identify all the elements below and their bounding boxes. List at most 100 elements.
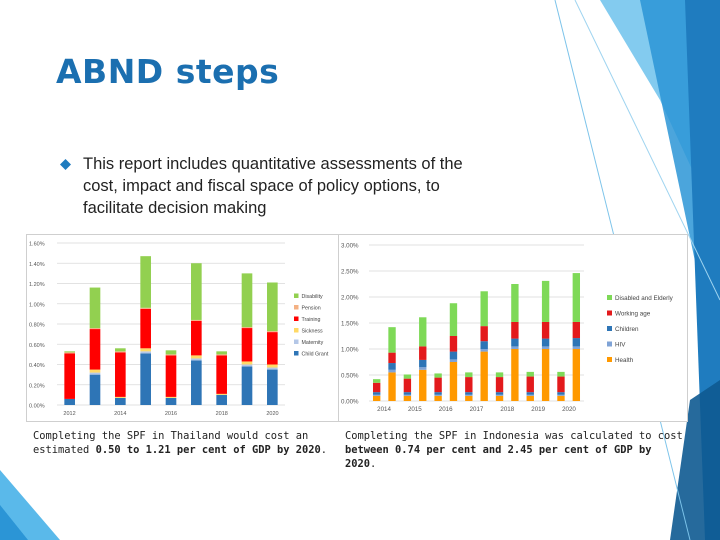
bar-segment [403, 394, 412, 396]
bar-segment [403, 395, 412, 401]
legend-swatch [294, 351, 299, 356]
bar-segment [572, 338, 581, 347]
bar-segment [241, 366, 253, 405]
legend-swatch [294, 328, 299, 333]
y-tick-label: 0.40% [29, 363, 45, 369]
x-tick-label: 2020 [266, 411, 278, 417]
bar-segment [403, 392, 412, 395]
y-tick-label: 2.00% [341, 295, 359, 302]
bar-segment [64, 353, 75, 399]
chart-thailand: 0.00% 0.20% 0.40% 0.60% 0.80% 1.00% 1.20% 1.40%… [26, 234, 340, 422]
bar-segment [191, 358, 202, 361]
bar-segment [403, 378, 412, 393]
bar-segment [372, 379, 381, 383]
chart-indonesia: 0.00% 0.50% 1.00% 1.50% 2.00% 2.50% 3.00% 2014 2… [338, 234, 688, 422]
bar-segment [511, 338, 519, 347]
bar-segment [449, 351, 458, 360]
bar-segment [140, 351, 151, 354]
bar-segment [495, 395, 504, 401]
bar-segment [495, 394, 504, 396]
bar-segment [465, 394, 473, 396]
bar-segment [526, 394, 534, 396]
bar-segment [480, 291, 488, 327]
bar-segment [480, 341, 488, 349]
bar-segment [388, 327, 396, 353]
slide-title: ABND steps [56, 52, 280, 91]
bar-segment [480, 351, 488, 401]
y-tick-label: 1.00% [29, 302, 45, 308]
bar-segment [191, 319, 202, 321]
bar-segment [526, 392, 534, 395]
x-tick-label: 2014 [114, 411, 126, 417]
x-tick-label: 2018 [216, 411, 228, 417]
legend-label: Sickness [302, 329, 324, 335]
caption-indonesia-text: Completing the SPF in Indonesia was calc… [345, 430, 683, 442]
legend-swatch [294, 293, 299, 298]
bar-segment [388, 363, 396, 370]
bar-segment [495, 392, 504, 395]
bar-segment [419, 367, 427, 370]
bar-segment [372, 382, 381, 393]
bar-segment [465, 372, 473, 378]
bar-segment [388, 369, 396, 373]
bar-segment [434, 377, 442, 393]
legend-label: Working age [615, 311, 651, 318]
bar-segment [372, 395, 381, 401]
y-tick-label: 0.60% [29, 343, 45, 349]
y-tick-label: 1.60% [29, 242, 45, 248]
bar-segment [449, 303, 458, 336]
bar-segment [191, 263, 202, 320]
bar-segment [216, 351, 227, 355]
caption-indonesia-bold: between 0.74 per cent and 2.45 per cent … [345, 444, 652, 470]
bar-segment [241, 364, 253, 367]
diamond-bullet-icon [60, 159, 71, 170]
bar-segment [434, 373, 442, 378]
bar-segment [572, 273, 581, 322]
bar-segment [465, 395, 473, 401]
y-tick-label: 2.50% [341, 269, 359, 276]
bar-segment [557, 392, 565, 395]
bar-segment [557, 376, 565, 393]
bar-segment [526, 371, 534, 377]
bar-segment [434, 395, 442, 401]
bar-segment [191, 320, 202, 356]
legend-label: Training [302, 317, 321, 323]
legend-swatch [607, 310, 612, 316]
legend-label: HIV [615, 342, 626, 349]
bar-segment [216, 394, 227, 405]
caption-thailand-text: Completing the SPF in Thailand would cos… [33, 430, 309, 456]
bar-segment [419, 359, 427, 368]
bar-segment [388, 372, 396, 401]
x-tick-label: 2020 [562, 406, 576, 413]
bar-segment [541, 280, 550, 322]
bar-segment [267, 282, 278, 332]
legend-swatch [294, 339, 299, 344]
y-tick-label: 0.00% [341, 399, 359, 406]
bar-segment [449, 359, 458, 362]
bar-segment [465, 392, 473, 395]
legend-swatch [607, 326, 612, 331]
bar-segment [572, 349, 581, 401]
bar-segment [115, 352, 126, 397]
legend-label: Maternity [302, 340, 324, 346]
caption-thailand: Completing the SPF in Thailand would cos… [33, 429, 333, 457]
x-tick-label: 2012 [63, 411, 75, 417]
bar-segment [165, 397, 177, 405]
y-tick-label: 1.50% [341, 321, 359, 328]
bar-segment [403, 374, 412, 379]
legend-label: Child Grant [302, 352, 329, 358]
bar-segment [572, 321, 581, 339]
y-tick-label: 0.00% [29, 404, 45, 410]
legend-swatch [607, 295, 612, 300]
x-tick-label: 2019 [531, 406, 545, 413]
bar-segment [449, 362, 458, 401]
bar-segment [480, 326, 488, 342]
bar-segment [511, 346, 519, 349]
bar-segment [372, 394, 381, 396]
bar-segment [526, 376, 534, 393]
bar-segment [572, 346, 581, 349]
bar-segment [434, 392, 442, 395]
bar-segment [495, 372, 504, 378]
bar-segment [557, 371, 565, 377]
